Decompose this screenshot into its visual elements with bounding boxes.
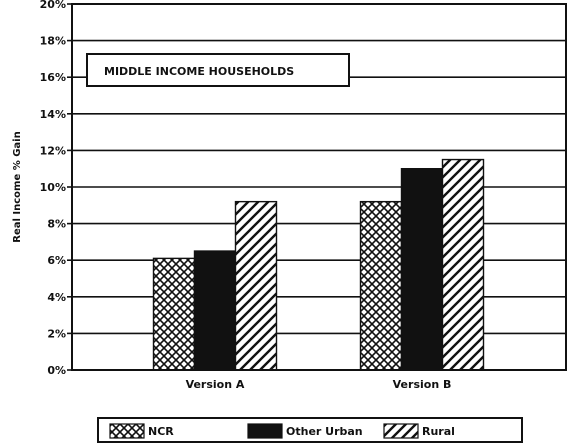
y-tick-label: 18% — [40, 35, 66, 48]
plot-frame — [71, 3, 567, 371]
annotation-text: MIDDLE INCOME HOUSEHOLDS — [104, 65, 294, 78]
y-axis-label: Real Income % Gain — [12, 131, 23, 242]
bar-other-urban-0 — [193, 250, 237, 371]
y-tick-label: 6% — [47, 254, 66, 267]
x-category-label: Version A — [186, 378, 245, 391]
y-tick-label: 16% — [40, 71, 66, 84]
bar-rural-1 — [441, 158, 485, 371]
bar-other-urban-1 — [400, 167, 444, 371]
y-tick-label: 14% — [40, 108, 66, 121]
annotation-box: MIDDLE INCOME HOUSEHOLDS — [86, 53, 350, 87]
y-axis-ticks: 0% 2% 4% 6% 8% 10% 12% 14% 16% 18% 20% — [40, 0, 72, 377]
legend-swatch-rural — [383, 423, 419, 439]
x-axis-categories: Version A Version B — [186, 378, 452, 391]
legend-label-ncr: NCR — [148, 425, 174, 438]
y-tick-label: 10% — [40, 181, 66, 194]
y-tick-label: 2% — [47, 327, 66, 340]
y-tick-label: 4% — [47, 291, 66, 304]
y-tick-label: 0% — [47, 364, 66, 377]
y-tick-label: 8% — [47, 218, 66, 231]
legend-label-rural: Rural — [422, 425, 455, 438]
legend-swatch-ncr — [109, 423, 145, 439]
bar-ncr-0 — [152, 257, 196, 371]
y-tick-label: 20% — [40, 0, 66, 11]
legend-swatch-other-urban — [247, 423, 283, 439]
bars — [152, 158, 485, 371]
bar-ncr-1 — [359, 200, 403, 371]
bar-rural-0 — [234, 200, 278, 371]
legend: NCR Other Urban Rural — [97, 417, 523, 443]
y-tick-label: 12% — [40, 144, 66, 157]
legend-label-other-urban: Other Urban — [286, 425, 363, 438]
x-category-label: Version B — [393, 378, 452, 391]
legend-frame — [97, 417, 523, 443]
